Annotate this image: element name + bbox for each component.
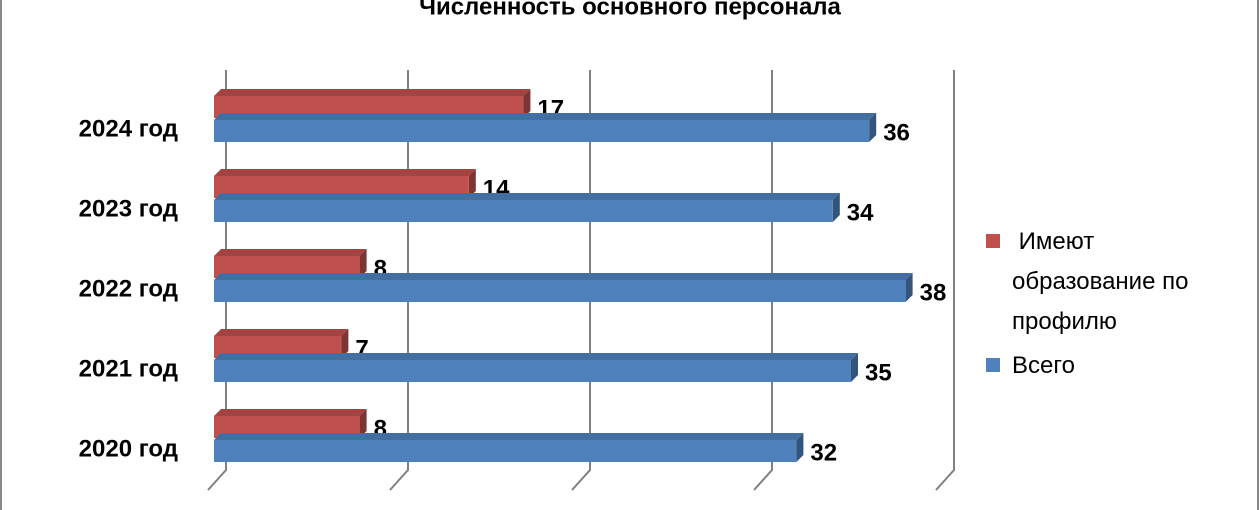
bar	[214, 96, 524, 118]
bar	[214, 336, 342, 358]
legend-label: Имеют образование по профилю	[1012, 228, 1196, 335]
bar-side	[523, 89, 531, 118]
bar-top	[214, 329, 349, 336]
bar	[214, 280, 906, 302]
legend-label: Всего	[1012, 352, 1075, 379]
bar-side	[341, 329, 349, 358]
chart-title: Численность основного персонала	[419, 0, 841, 20]
bar	[214, 360, 851, 382]
legend-item: Всего	[986, 346, 1236, 386]
y-tick-label: 2021 год	[79, 355, 178, 382]
data-label: 35	[865, 359, 892, 386]
bar-side	[359, 249, 367, 278]
bar-side	[851, 353, 858, 382]
data-label: 32	[810, 439, 837, 466]
grid-line	[935, 70, 955, 491]
bar-side	[869, 113, 877, 142]
legend-item: Имеют образование по профилю	[986, 222, 1236, 342]
bar-top	[214, 353, 858, 360]
bar-side	[359, 409, 367, 438]
y-tick-label: 2023 год	[79, 195, 178, 222]
y-tick-label: 2020 год	[79, 435, 178, 462]
y-tick-label: 2024 год	[79, 115, 178, 142]
bar-top	[214, 273, 913, 280]
bar-top	[214, 409, 367, 416]
bar	[214, 176, 469, 198]
bar	[214, 440, 797, 462]
bar-side	[832, 193, 840, 222]
bar-top	[214, 89, 531, 96]
data-label: 38	[920, 279, 947, 306]
bar-top	[214, 193, 840, 200]
bar-side	[905, 273, 913, 302]
bar	[214, 416, 360, 438]
bar-side	[468, 169, 476, 198]
data-label: 36	[883, 119, 910, 146]
bar	[214, 256, 360, 278]
bar-top	[214, 433, 804, 440]
bar-top	[214, 113, 877, 120]
legend-swatch	[986, 234, 1000, 248]
y-tick-label: 2022 год	[79, 275, 178, 302]
bar	[214, 120, 870, 142]
bar-side	[796, 433, 804, 462]
legend: Имеют образование по профилю Всего	[986, 222, 1236, 390]
bar	[214, 200, 833, 222]
data-label: 34	[847, 199, 874, 226]
legend-swatch	[986, 358, 1000, 372]
bar-top	[214, 169, 476, 176]
bar-top	[214, 249, 367, 256]
